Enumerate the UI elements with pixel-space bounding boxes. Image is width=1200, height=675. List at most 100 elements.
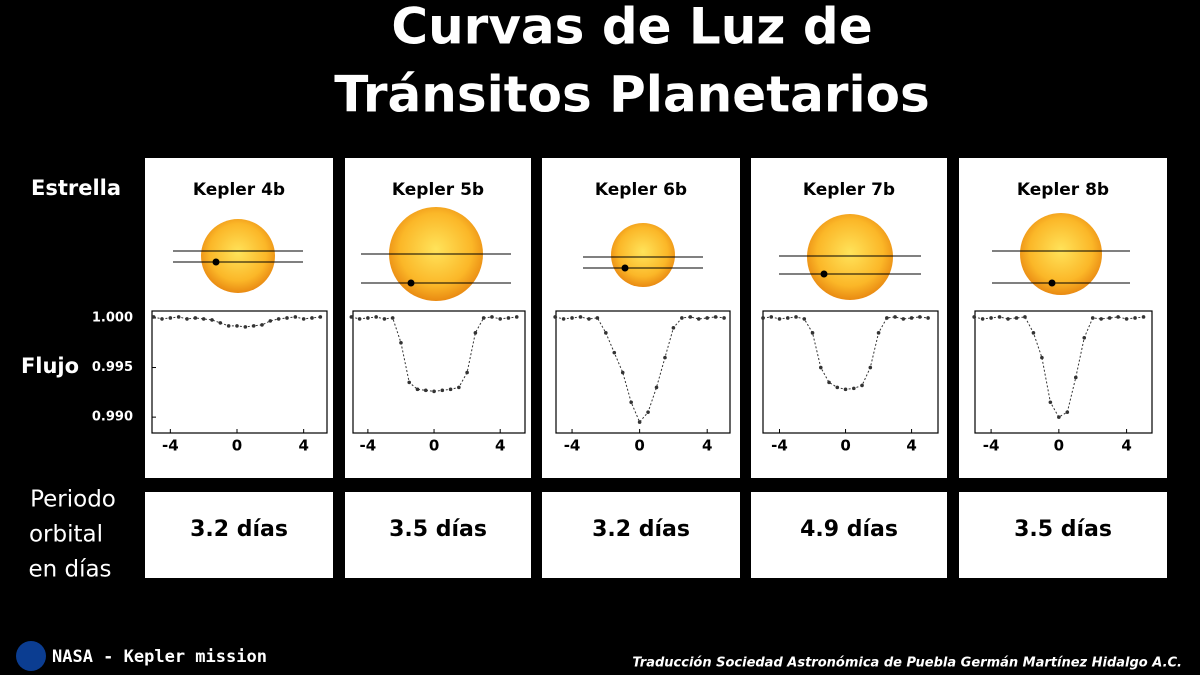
data-point xyxy=(1107,316,1112,320)
period: 4.9 días xyxy=(800,517,898,542)
x-tick-label: 4 xyxy=(495,437,505,455)
row-label: Periodo xyxy=(30,487,116,513)
data-point xyxy=(448,387,453,392)
data-point xyxy=(1073,375,1078,380)
chart-title: Kepler 4b xyxy=(193,180,285,200)
row-label: orbital xyxy=(29,522,103,548)
data-point xyxy=(901,317,906,321)
data-point xyxy=(293,315,298,319)
x-tick-label: -4 xyxy=(983,437,1000,455)
data-point xyxy=(997,315,1002,319)
data-point xyxy=(1040,355,1044,360)
x-tick-label: 0 xyxy=(232,437,242,455)
data-point xyxy=(570,316,574,320)
title-line: Tránsitos Planetarios xyxy=(334,66,930,124)
plot-frame xyxy=(762,310,939,434)
data-point xyxy=(1006,317,1010,321)
light-curve xyxy=(555,316,725,424)
data-point xyxy=(885,316,889,320)
data-point xyxy=(663,355,667,360)
data-point xyxy=(688,315,693,319)
planet xyxy=(212,258,220,266)
data-point xyxy=(276,317,281,321)
star xyxy=(1020,213,1102,295)
x-tick-label: 4 xyxy=(906,437,916,455)
star xyxy=(201,219,275,293)
period-panel xyxy=(542,492,740,578)
data-point xyxy=(514,315,519,319)
y-tick-label: 1.000 xyxy=(92,310,133,325)
star xyxy=(611,223,675,287)
chart-title: Kepler 7b xyxy=(803,180,895,200)
data-point xyxy=(374,315,378,319)
data-point xyxy=(160,317,164,321)
x-tick-label: 0 xyxy=(429,437,439,455)
data-point xyxy=(810,331,815,335)
data-point xyxy=(1124,317,1129,321)
row-label: Flujo xyxy=(21,354,79,378)
x-tick-label: -4 xyxy=(564,437,581,455)
data-point xyxy=(612,350,617,355)
data-point xyxy=(1116,315,1120,319)
row-label: Estrella xyxy=(31,176,121,200)
data-point xyxy=(243,325,248,329)
data-point xyxy=(1031,331,1036,335)
data-point xyxy=(432,389,436,394)
data-point xyxy=(835,385,840,390)
data-point xyxy=(268,319,273,323)
data-point xyxy=(637,420,642,424)
data-point xyxy=(193,316,198,320)
data-point xyxy=(868,365,873,370)
data-point xyxy=(490,315,494,319)
data-point xyxy=(168,316,173,320)
data-point xyxy=(465,370,469,375)
data-point xyxy=(876,331,881,335)
period-panel xyxy=(145,492,333,578)
data-point xyxy=(802,317,807,321)
footer-source: NASA - Kepler mission xyxy=(52,647,267,667)
data-point xyxy=(251,324,256,328)
chart-title: Kepler 5b xyxy=(392,180,484,200)
data-point xyxy=(382,317,387,321)
data-point xyxy=(785,316,790,320)
data-point xyxy=(481,316,486,320)
data-point xyxy=(893,315,897,319)
data-point xyxy=(827,380,831,385)
data-point xyxy=(654,385,659,390)
data-point xyxy=(671,326,676,330)
plot-frame xyxy=(555,310,731,434)
data-point xyxy=(310,316,314,320)
data-point xyxy=(1048,400,1053,405)
planet xyxy=(621,264,629,272)
data-point xyxy=(587,317,591,321)
planet xyxy=(820,270,828,278)
title-line: Curvas de Luz de xyxy=(391,0,872,56)
data-point xyxy=(318,315,323,319)
data-point xyxy=(578,315,583,319)
x-tick-label: -4 xyxy=(162,437,179,455)
data-point xyxy=(860,383,864,388)
data-point xyxy=(506,316,511,320)
data-point xyxy=(260,323,264,327)
planet xyxy=(407,279,415,287)
x-tick-label: -4 xyxy=(771,437,788,455)
x-tick-label: -4 xyxy=(360,437,377,455)
period: 3.5 días xyxy=(389,517,487,542)
period-panel xyxy=(345,492,531,578)
data-point xyxy=(722,316,726,320)
data-point xyxy=(399,340,403,345)
data-point xyxy=(1099,317,1103,321)
data-point xyxy=(1057,415,1061,419)
data-point xyxy=(561,317,566,321)
y-tick-label: 0.995 xyxy=(92,360,133,375)
data-point xyxy=(843,387,848,392)
data-point xyxy=(357,317,362,321)
data-point xyxy=(151,315,156,319)
data-point xyxy=(761,316,765,320)
nasa-logo xyxy=(16,641,46,671)
data-point xyxy=(285,316,289,320)
star xyxy=(807,214,893,300)
data-point xyxy=(498,317,502,321)
data-point xyxy=(794,315,798,319)
